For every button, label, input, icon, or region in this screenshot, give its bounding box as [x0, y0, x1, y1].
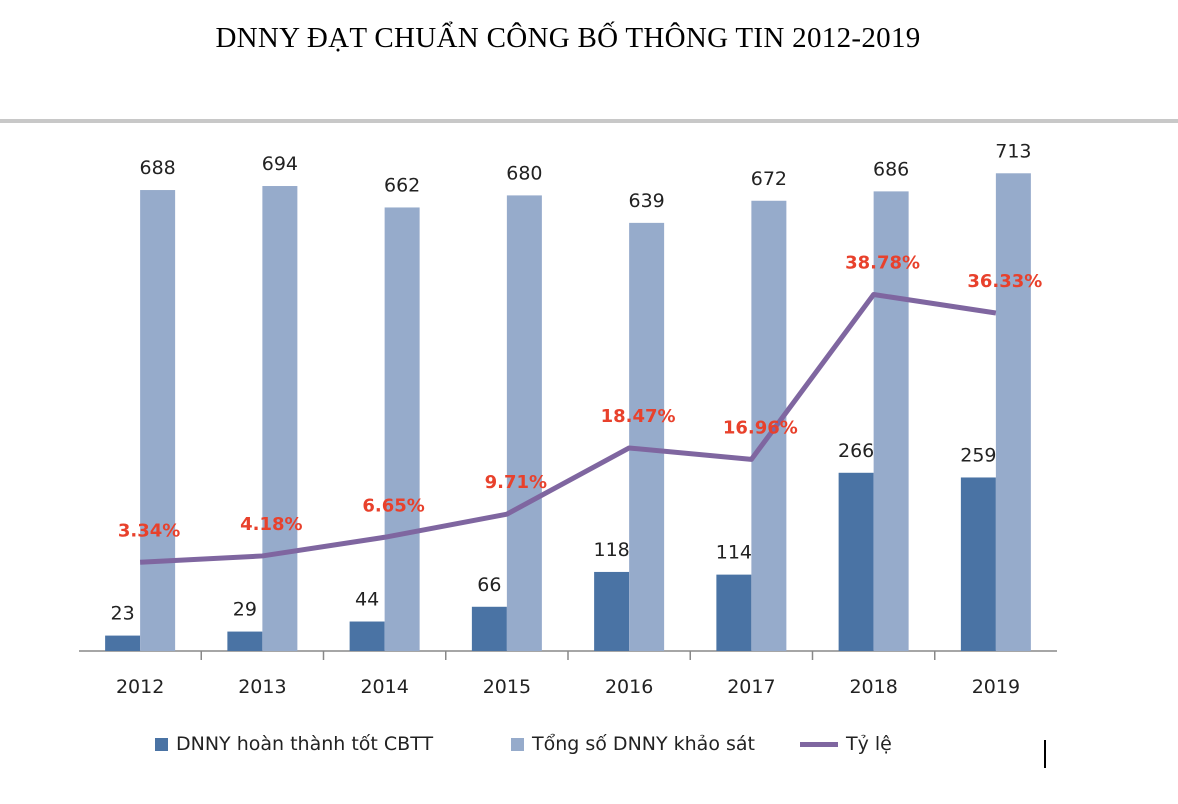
- data-label-total: 713: [995, 140, 1031, 162]
- bar-total: [506, 195, 542, 651]
- data-label-total: 662: [384, 174, 420, 196]
- data-label-ratio: 18.47%: [601, 406, 676, 427]
- data-label-ratio: 36.33%: [967, 271, 1042, 292]
- bar-completed: [838, 472, 874, 651]
- bar-total: [995, 173, 1031, 652]
- data-label-total: 639: [628, 190, 664, 212]
- data-label-ratio: 9.71%: [485, 472, 547, 493]
- x-tick-label: 2013: [238, 676, 286, 698]
- data-label-total: 688: [139, 157, 175, 179]
- bar-total: [384, 207, 420, 651]
- bar-total: [751, 200, 787, 651]
- legend-label-total: Tổng số DNNY khảo sát: [532, 733, 755, 755]
- data-label-ratio: 38.78%: [845, 252, 920, 273]
- data-label-completed: 44: [355, 589, 379, 611]
- bar-completed: [105, 635, 141, 651]
- legend-swatch-ratio: [800, 741, 838, 747]
- data-label-total: 672: [751, 168, 787, 190]
- data-label-completed: 259: [960, 444, 996, 466]
- text-cursor: [1044, 740, 1046, 768]
- x-tick-label: 2017: [727, 676, 775, 698]
- data-label-completed: 23: [111, 603, 135, 625]
- data-label-completed: 266: [838, 440, 874, 462]
- x-tick-label: 2019: [972, 676, 1020, 698]
- data-label-completed: 66: [477, 574, 501, 596]
- bar-completed: [960, 477, 996, 651]
- x-tick-label: 2014: [360, 676, 408, 698]
- bar-total: [140, 190, 176, 652]
- bar-completed: [594, 571, 630, 651]
- data-label-ratio: 4.18%: [240, 514, 302, 535]
- data-label-completed: 29: [233, 599, 257, 621]
- legend-swatch-completed: [155, 737, 168, 751]
- bar-completed: [716, 574, 752, 651]
- x-tick-label: 2016: [605, 676, 653, 698]
- legend-label-completed: DNNY hoàn thành tốt CBTT: [176, 733, 434, 755]
- data-label-completed: 118: [593, 539, 629, 561]
- chart-title: DNNY ĐẠT CHUẨN CÔNG BỐ THÔNG TIN 2012-20…: [215, 22, 921, 54]
- x-tick-label: 2018: [849, 676, 897, 698]
- legend-item-ratio: Tỷ lệ: [800, 733, 892, 755]
- legend-swatch-total: [511, 737, 524, 751]
- legend-item-completed: DNNY hoàn thành tốt CBTT: [155, 733, 433, 755]
- data-label-ratio: 3.34%: [118, 520, 180, 541]
- x-tick-label: 2015: [483, 676, 531, 698]
- divider: [0, 119, 1178, 123]
- line-ratio: [139, 291, 997, 565]
- data-label-completed: 114: [716, 542, 752, 564]
- legend-label-ratio: Tỷ lệ: [846, 733, 892, 755]
- bar-total: [629, 222, 665, 651]
- data-label-total: 686: [873, 158, 909, 180]
- data-label-ratio: 16.96%: [723, 417, 798, 438]
- bar-completed: [349, 621, 385, 651]
- data-label-total: 680: [506, 162, 542, 184]
- data-label-total: 694: [262, 153, 298, 175]
- bar-total: [262, 186, 298, 651]
- x-tick-label: 2012: [116, 676, 164, 698]
- legend-item-total: Tổng số DNNY khảo sát: [511, 733, 755, 755]
- bar-total: [873, 191, 909, 651]
- bar-completed: [227, 631, 263, 651]
- bar-completed: [471, 606, 507, 651]
- data-label-ratio: 6.65%: [362, 495, 424, 516]
